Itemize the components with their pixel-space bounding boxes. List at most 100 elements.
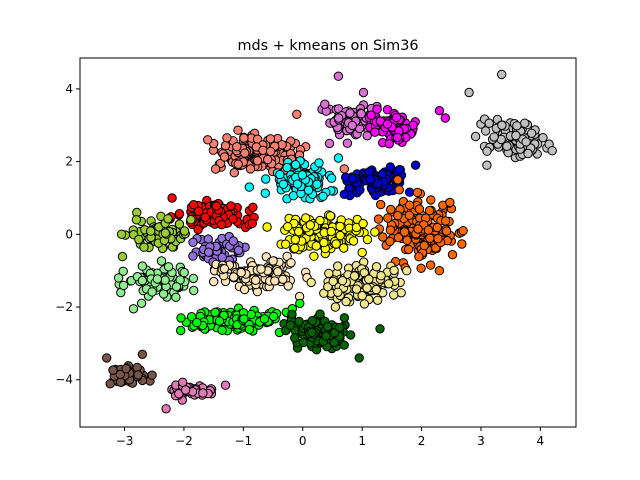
scatter-point-series-16 xyxy=(105,379,115,389)
scatter-point-series-1 xyxy=(358,87,369,98)
scatter-point-series-9 xyxy=(233,245,244,256)
scatter-point-series-2 xyxy=(366,110,376,120)
scatter-point-series-15 xyxy=(287,309,297,319)
scatter-point-series-7 xyxy=(373,214,384,224)
scatter-point-series-4 xyxy=(291,160,301,170)
scatter-point-series-12 xyxy=(251,275,261,285)
scatter-point-series-3 xyxy=(538,133,548,143)
scatter-point-series-14 xyxy=(244,324,255,335)
scatter-point-series-11 xyxy=(118,266,128,276)
scatter-point-series-0 xyxy=(210,164,221,174)
scatter-point-series-6 xyxy=(188,200,199,210)
scatter-point-series-13 xyxy=(328,276,338,287)
scatter-point-series-10 xyxy=(348,236,359,246)
scatter-point-series-10 xyxy=(335,221,345,232)
scatter-point-series-8 xyxy=(179,226,190,236)
scatter-point-series-4 xyxy=(261,174,271,184)
scatter-point-series-10 xyxy=(315,215,325,226)
x-axis: −3 −2 −1 0 1 2 3 4 xyxy=(116,427,544,448)
scatter-point-series-10 xyxy=(290,234,300,245)
scatter-point-series-9 xyxy=(188,237,198,248)
scatter-point-series-11 xyxy=(188,273,199,284)
scatter-point-series-4 xyxy=(314,158,324,168)
scatter-point-series-0 xyxy=(265,146,276,157)
x-tick-label: −2 xyxy=(175,434,193,448)
scatter-point-series-7 xyxy=(425,260,436,270)
scatter-point-series-7 xyxy=(423,225,434,235)
scatter-point-series-6 xyxy=(193,224,203,235)
scatter-point-series-6 xyxy=(211,201,222,211)
scatter-point-series-6 xyxy=(194,206,204,217)
x-tick-label: 4 xyxy=(537,434,545,448)
scatter-point-series-17 xyxy=(220,380,231,390)
x-tick-label: −1 xyxy=(235,434,253,448)
scatter-point-series-14 xyxy=(239,314,249,324)
scatter-point-series-0 xyxy=(265,134,276,144)
scatter-point-series-7 xyxy=(414,204,425,214)
scatter-point-series-6 xyxy=(226,201,236,211)
scatter-point-series-13 xyxy=(389,290,399,300)
scatter-point-series-1 xyxy=(345,108,355,118)
scatter-point-series-10 xyxy=(294,226,304,237)
scatter-point-series-1 xyxy=(362,131,372,141)
scatter-point-series-10 xyxy=(357,247,367,258)
scatter-point-series-7 xyxy=(432,222,442,233)
scatter-point-series-15 xyxy=(339,313,350,323)
scatter-point-series-7 xyxy=(393,210,403,221)
scatter-point-series-2 xyxy=(372,104,382,114)
scatter-point-series-7 xyxy=(404,210,414,221)
scatter-point-series-13 xyxy=(389,265,399,276)
scatter-point-series-13 xyxy=(371,284,381,295)
scatter-point-series-11 xyxy=(137,275,148,286)
scatter-point-series-3 xyxy=(482,160,492,170)
scatter-point-series-7 xyxy=(433,234,443,244)
scatter-point-series-16 xyxy=(121,364,131,374)
scatter-point-series-4 xyxy=(303,185,314,195)
scatter-point-series-5 xyxy=(394,165,405,175)
scatter-point-series-3 xyxy=(526,128,537,139)
scatter-point-series-4 xyxy=(260,188,270,198)
scatter-point-series-7 xyxy=(383,213,393,223)
scatter-point-series-3 xyxy=(497,69,507,80)
scatter-point-series-3 xyxy=(521,137,531,147)
scatter-point-series-5 xyxy=(410,160,421,170)
scatter-point-series-11 xyxy=(160,275,170,285)
scatter-point-series-12 xyxy=(283,281,293,291)
scatter-point-series-7 xyxy=(376,199,386,210)
scatter-point-series-13 xyxy=(371,262,382,272)
scatter-point-series-7 xyxy=(385,236,395,247)
scatter-point-series-13 xyxy=(333,287,343,297)
scatter-point-series-16 xyxy=(108,365,118,375)
scatter-point-series-12 xyxy=(256,264,266,274)
scatter-point-series-7 xyxy=(457,239,467,249)
scatter-point-series-14 xyxy=(269,311,279,322)
scatter-point-series-10 xyxy=(311,241,321,251)
chart-title: mds + kmeans on Sim36 xyxy=(237,38,418,54)
scatter-point-series-8 xyxy=(117,251,128,262)
scatter-point-series-8 xyxy=(174,219,185,229)
scatter-point-series-15 xyxy=(335,322,345,333)
scatter-point-series-7 xyxy=(445,197,455,208)
x-tick-label: −3 xyxy=(116,434,134,448)
scatter-point-series-10 xyxy=(309,251,319,261)
scatter-point-series-15 xyxy=(298,337,309,348)
scatter-point-series-7 xyxy=(393,175,403,185)
scatter-point-series-10 xyxy=(335,230,345,241)
scatter-point-series-11 xyxy=(136,298,147,308)
scatter-point-series-0 xyxy=(233,159,243,169)
scatter-point-series-0 xyxy=(292,109,302,120)
scatter-point-series-7 xyxy=(403,244,414,255)
scatter-point-series-13 xyxy=(341,296,351,307)
scatter-point-series-7 xyxy=(412,187,423,198)
scatter-point-series-7 xyxy=(394,185,404,195)
scatter-point-series-10 xyxy=(362,234,373,245)
y-tick-label: 2 xyxy=(65,155,73,169)
scatter-point-series-11 xyxy=(156,256,167,266)
scatter-point-series-2 xyxy=(392,132,403,143)
scatter-point-series-11 xyxy=(128,304,139,314)
scatter-point-series-2 xyxy=(391,112,402,123)
scatter-point-series-4 xyxy=(318,191,328,202)
scatter-point-series-13 xyxy=(362,283,372,293)
scatter-point-series-0 xyxy=(240,148,250,158)
scatter-point-series-14 xyxy=(192,317,202,328)
